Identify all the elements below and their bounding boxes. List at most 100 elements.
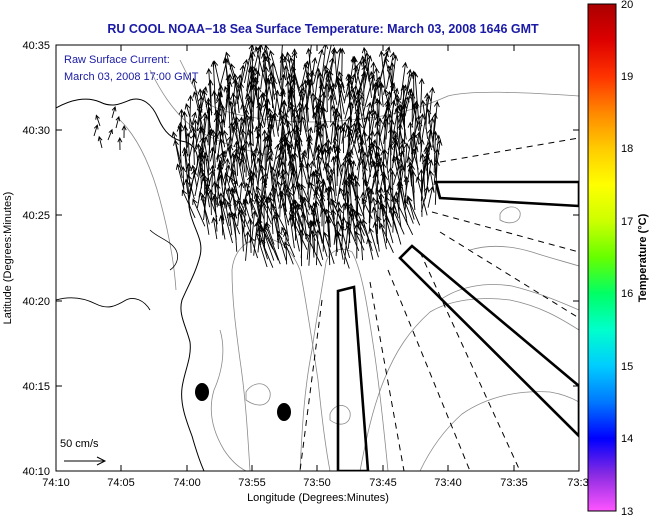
- coastline-inlet: [149, 229, 178, 271]
- east-corridor-polygon: [434, 180, 579, 208]
- transect-line: [431, 211, 579, 253]
- current-vector: [264, 143, 270, 171]
- current-vector: [349, 172, 357, 201]
- current-vector: [259, 196, 265, 232]
- current-vector: [272, 143, 281, 171]
- current-vector: [229, 63, 244, 107]
- current-vector: [327, 69, 338, 105]
- current-vector: [268, 49, 282, 90]
- current-vector: [186, 174, 195, 200]
- current-vector: [424, 159, 434, 200]
- current-vector: [287, 190, 304, 229]
- transect-line: [387, 269, 471, 471]
- current-vector: [369, 70, 378, 104]
- south-corridor-polygon: [336, 285, 370, 471]
- current-vector: [281, 226, 295, 258]
- current-vector: [217, 84, 224, 132]
- current-vector: [270, 185, 280, 233]
- current-vector: [247, 217, 254, 253]
- current-vector: [271, 78, 282, 120]
- current-vector: [283, 241, 294, 265]
- current-vector: [373, 67, 380, 96]
- contour-line: [119, 119, 177, 291]
- current-vector: [207, 79, 214, 116]
- surface-current-vectors: [93, 45, 443, 269]
- current-vector: [217, 163, 230, 201]
- contour-line: [439, 284, 579, 311]
- current-vector: [197, 151, 204, 189]
- colorbar-tick-label: 14: [621, 433, 633, 445]
- current-vector: [255, 185, 272, 225]
- current-vector: [261, 91, 273, 125]
- x-tick-label: 74:00: [173, 477, 201, 489]
- current-vector: [361, 130, 372, 177]
- current-vector: [368, 188, 375, 232]
- current-vector: [309, 181, 329, 220]
- current-vector: [374, 130, 381, 163]
- x-axis-ticks: 74:10 74:05 74:00 73:55 73:50 73:45 73:4…: [42, 45, 589, 489]
- colorbar: 20 19 18 17 16 15 14 13 Temperature (°C): [587, 0, 649, 518]
- y-tick-label: 40:20: [22, 296, 50, 308]
- current-vector: [183, 178, 191, 208]
- current-vector: [292, 198, 309, 242]
- x-tick: 73:3: [567, 477, 588, 489]
- current-vector: [386, 64, 399, 106]
- current-vector: [359, 158, 366, 195]
- bathymetry-contours: [119, 59, 579, 471]
- current-vector: [400, 84, 407, 123]
- current-vector: [316, 104, 322, 138]
- current-vector: [319, 191, 329, 224]
- current-vector: [401, 102, 408, 145]
- current-vector: [228, 121, 235, 154]
- current-vector: [380, 202, 394, 244]
- current-vector: [254, 125, 261, 152]
- current-vector: [302, 196, 310, 229]
- current-vector: [354, 230, 365, 251]
- current-vector: [313, 48, 324, 85]
- current-vector: [390, 99, 397, 132]
- current-vector: [332, 136, 343, 172]
- current-vector: [268, 196, 288, 234]
- current-vector: [289, 213, 308, 250]
- current-vector: [424, 155, 431, 185]
- current-vector: [260, 238, 274, 268]
- current-vector: [190, 164, 198, 188]
- current-vector: [254, 45, 268, 89]
- current-vector: [400, 138, 407, 186]
- current-vector: [181, 189, 196, 219]
- current-vector: [289, 85, 300, 124]
- current-vector: [249, 146, 259, 193]
- current-vector: [200, 194, 210, 235]
- current-vector: [193, 125, 203, 154]
- scale-arrow: [64, 456, 107, 466]
- current-vector: [255, 232, 268, 268]
- current-vector: [432, 100, 440, 148]
- x-tick-label: 73:55: [238, 477, 266, 489]
- current-vector: [219, 199, 233, 244]
- current-vector: [377, 117, 383, 146]
- current-vector: [225, 94, 232, 140]
- contour-line: [231, 237, 331, 471]
- current-vector: [320, 122, 326, 154]
- current-vector: [199, 126, 210, 170]
- current-vector: [361, 165, 371, 209]
- current-vector: [251, 210, 258, 241]
- current-vector: [224, 51, 237, 90]
- current-vector: [339, 47, 346, 83]
- current-vector: [227, 144, 234, 184]
- contour-line: [419, 391, 579, 471]
- current-vector: [432, 130, 439, 173]
- current-vector: [347, 126, 360, 161]
- station-marker: [195, 383, 209, 401]
- contour-line: [499, 206, 521, 224]
- current-vector: [95, 114, 101, 127]
- current-vector: [382, 173, 388, 209]
- current-vector: [315, 153, 324, 188]
- current-vector: [371, 206, 380, 252]
- current-vector: [412, 71, 419, 120]
- current-vector: [212, 60, 223, 97]
- current-vector: [351, 56, 364, 97]
- current-vector: [188, 168, 197, 202]
- current-vector: [378, 50, 387, 96]
- current-vector: [363, 54, 373, 92]
